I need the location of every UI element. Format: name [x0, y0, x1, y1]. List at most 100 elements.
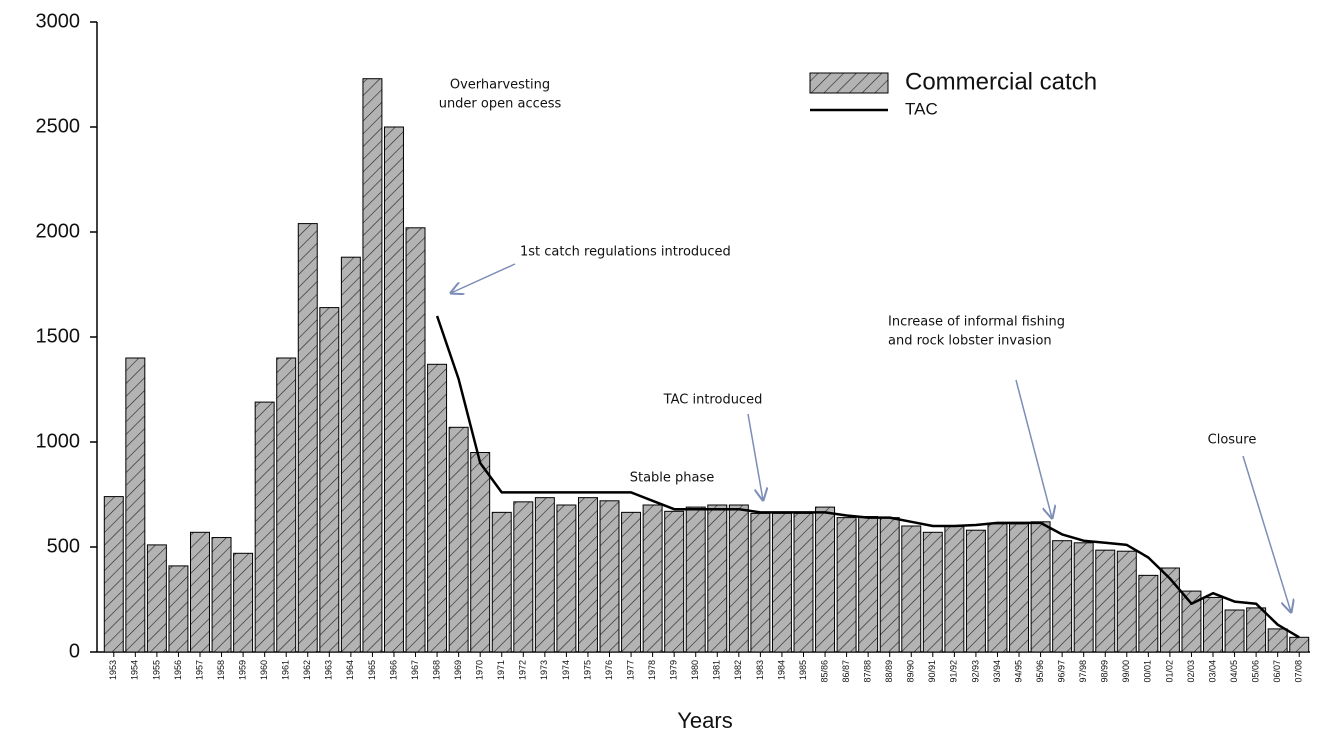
annotation-arrow	[1015, 379, 1052, 518]
x-tick-label: 98/99	[1100, 660, 1110, 683]
x-tick-label: 04/05	[1229, 660, 1239, 683]
x-tick-label: 88/89	[884, 660, 894, 683]
annotation: Closure	[1208, 433, 1257, 448]
x-tick-label: 1983	[755, 660, 765, 680]
bar	[944, 525, 965, 653]
bar	[1159, 567, 1180, 653]
x-tick-label: 97/98	[1078, 660, 1088, 683]
x-tick-label: 1978	[647, 660, 657, 680]
x-tick-label: 1973	[539, 660, 549, 680]
x-tick-label: 1976	[604, 660, 614, 680]
bar	[793, 512, 814, 653]
bar	[901, 525, 922, 653]
bar	[470, 452, 491, 653]
x-tick-label: 1965	[367, 660, 377, 680]
y-tick-label: 500	[47, 535, 80, 557]
bar	[190, 531, 210, 653]
bar	[125, 357, 146, 653]
x-tick-label: 99/00	[1121, 660, 1131, 683]
x-tick-label: 1980	[690, 660, 700, 680]
bar	[621, 511, 642, 653]
annotation: and rock lobster invasion	[888, 334, 1052, 349]
y-tick-label: 0	[69, 640, 80, 662]
x-tick-label: 86/87	[841, 660, 851, 683]
bar	[534, 497, 555, 653]
x-tick-label: 01/02	[1164, 660, 1174, 683]
bar	[254, 401, 275, 653]
x-tick-label: 03/04	[1207, 660, 1217, 683]
tac-line	[435, 315, 1300, 639]
bar	[383, 126, 404, 653]
x-tick-label: 1954	[130, 660, 140, 680]
legend-swatch	[809, 72, 889, 94]
bar	[599, 500, 620, 653]
annotation: Stable phase	[630, 471, 715, 486]
legend-label: Commercial catch	[905, 68, 1097, 95]
y-tick-label: 2500	[36, 115, 81, 137]
bar	[1052, 540, 1073, 653]
bar	[168, 565, 189, 653]
bar	[771, 512, 792, 653]
bar	[1224, 609, 1245, 653]
bar	[1289, 636, 1310, 653]
x-tick-label: 1984	[776, 660, 786, 680]
bar	[1181, 590, 1202, 653]
bar	[362, 78, 383, 653]
x-tick-label: 1963	[324, 660, 334, 680]
annotation: under open access	[439, 97, 562, 112]
x-tick-label: 1970	[475, 660, 485, 680]
x-tick-label: 1968	[431, 660, 441, 680]
y-tick-label: 3000	[36, 10, 81, 32]
bar	[1246, 607, 1267, 653]
legend-label: TAC	[905, 99, 938, 118]
x-tick-label: 1982	[733, 660, 743, 680]
bar	[1073, 542, 1094, 653]
bar	[448, 426, 469, 653]
x-tick-label: 1956	[173, 660, 183, 680]
x-tick-label: 93/94	[992, 660, 1002, 683]
x-tick-label: 96/97	[1057, 660, 1067, 683]
bar	[491, 511, 512, 653]
bar	[965, 529, 986, 653]
x-tick-label: 1959	[237, 660, 247, 680]
x-tick-label: 05/06	[1250, 660, 1260, 683]
x-tick-label: 1985	[798, 660, 808, 680]
x-tick-label: 1957	[194, 660, 204, 680]
bar	[1267, 628, 1288, 653]
bar	[987, 523, 1008, 653]
x-tick-label: 92/93	[970, 660, 980, 683]
bar	[427, 363, 448, 653]
annotation: 1st catch regulations introduced	[520, 245, 731, 260]
x-tick-label: 1960	[259, 660, 269, 680]
x-tick-label: 1969	[453, 660, 463, 680]
x-tick-label: 1971	[496, 660, 506, 680]
annotation: Overharvesting	[450, 78, 550, 93]
x-tick-label: 87/88	[863, 660, 873, 683]
bar	[642, 504, 663, 653]
bar	[750, 512, 771, 653]
bar	[297, 223, 318, 653]
annotation-arrow	[451, 263, 516, 293]
x-tick-label: 1974	[561, 660, 571, 680]
bar	[276, 357, 297, 653]
bar	[405, 227, 426, 653]
x-tick-label: 02/03	[1186, 660, 1196, 683]
bar	[577, 497, 598, 653]
bar	[211, 537, 232, 653]
x-tick-label: 1955	[151, 660, 161, 680]
bar	[146, 544, 167, 653]
bar	[685, 506, 706, 653]
bar	[1203, 596, 1223, 653]
x-tick-label: 1975	[582, 660, 592, 680]
bar	[319, 307, 340, 653]
x-tick-label: 91/92	[949, 660, 959, 683]
x-tick-label: 00/01	[1143, 660, 1153, 683]
bar	[1030, 521, 1051, 653]
bar	[1095, 549, 1116, 653]
annotation-arrow	[1242, 455, 1291, 612]
y-tick-label: 1000	[36, 430, 81, 452]
bar	[858, 516, 879, 653]
bar	[664, 510, 685, 653]
bar	[513, 501, 534, 653]
annotation-arrow	[747, 413, 763, 500]
